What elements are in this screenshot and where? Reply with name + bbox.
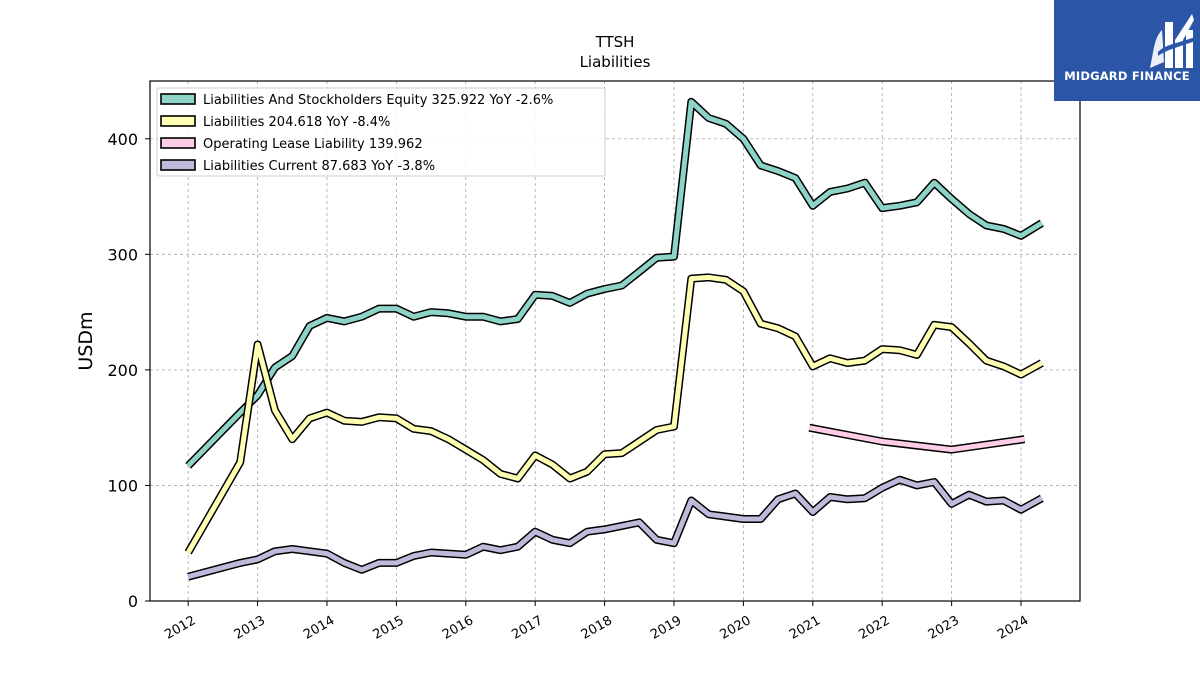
midgard-logo-icon (1150, 14, 1198, 68)
x-tick-label: 2019 (648, 613, 684, 643)
legend-swatch (160, 115, 196, 127)
legend-label: Liabilities And Stockholders Equity 325.… (203, 93, 553, 108)
x-tick-label: 2023 (926, 613, 962, 643)
x-tick-label: 2014 (301, 613, 337, 643)
y-tick-label: 0 (128, 592, 138, 611)
legend-swatch (160, 93, 196, 105)
legend: Liabilities And Stockholders Equity 325.… (156, 87, 606, 177)
brand-logo: MIDGARD FINANCE (1054, 0, 1200, 101)
series-line (808, 425, 1025, 453)
chart-subtitle: Liabilities (580, 53, 651, 71)
y-tick-label: 100 (107, 476, 138, 495)
plot-frame (149, 80, 1081, 602)
y-tick-label: 300 (107, 245, 138, 264)
series-layer (184, 97, 1044, 581)
legend-swatch (160, 137, 196, 149)
series-line (186, 99, 1044, 468)
legend-box (156, 87, 606, 177)
legend-label: Operating Lease Liability 139.962 (203, 137, 423, 152)
x-tick-label: 2015 (371, 613, 407, 643)
series-line (187, 477, 1044, 580)
x-tick-label: 2016 (440, 613, 476, 643)
legend-label: Liabilities 204.618 YoY -8.4% (203, 115, 390, 130)
x-tick-label: 2020 (718, 613, 754, 643)
series-line (186, 274, 1044, 554)
chart-title: TTSH (595, 33, 635, 51)
brand-name: MIDGARD FINANCE (1064, 69, 1190, 83)
x-tick-label: 2018 (579, 613, 615, 643)
x-tick-label: 2017 (509, 613, 545, 643)
legend-label: Liabilities Current 87.683 YoY -3.8% (203, 159, 435, 174)
y-tick-label: 200 (107, 361, 138, 380)
x-tick-label: 2022 (856, 613, 892, 643)
x-tick-label: 2024 (995, 613, 1031, 643)
legend-swatch (160, 159, 196, 171)
y-tick-label: 400 (107, 130, 138, 149)
x-tick-label: 2013 (232, 613, 268, 643)
x-tick-label: 2012 (162, 613, 198, 643)
y-axis-label: USDm (75, 311, 97, 370)
x-tick-label: 2021 (787, 613, 823, 643)
